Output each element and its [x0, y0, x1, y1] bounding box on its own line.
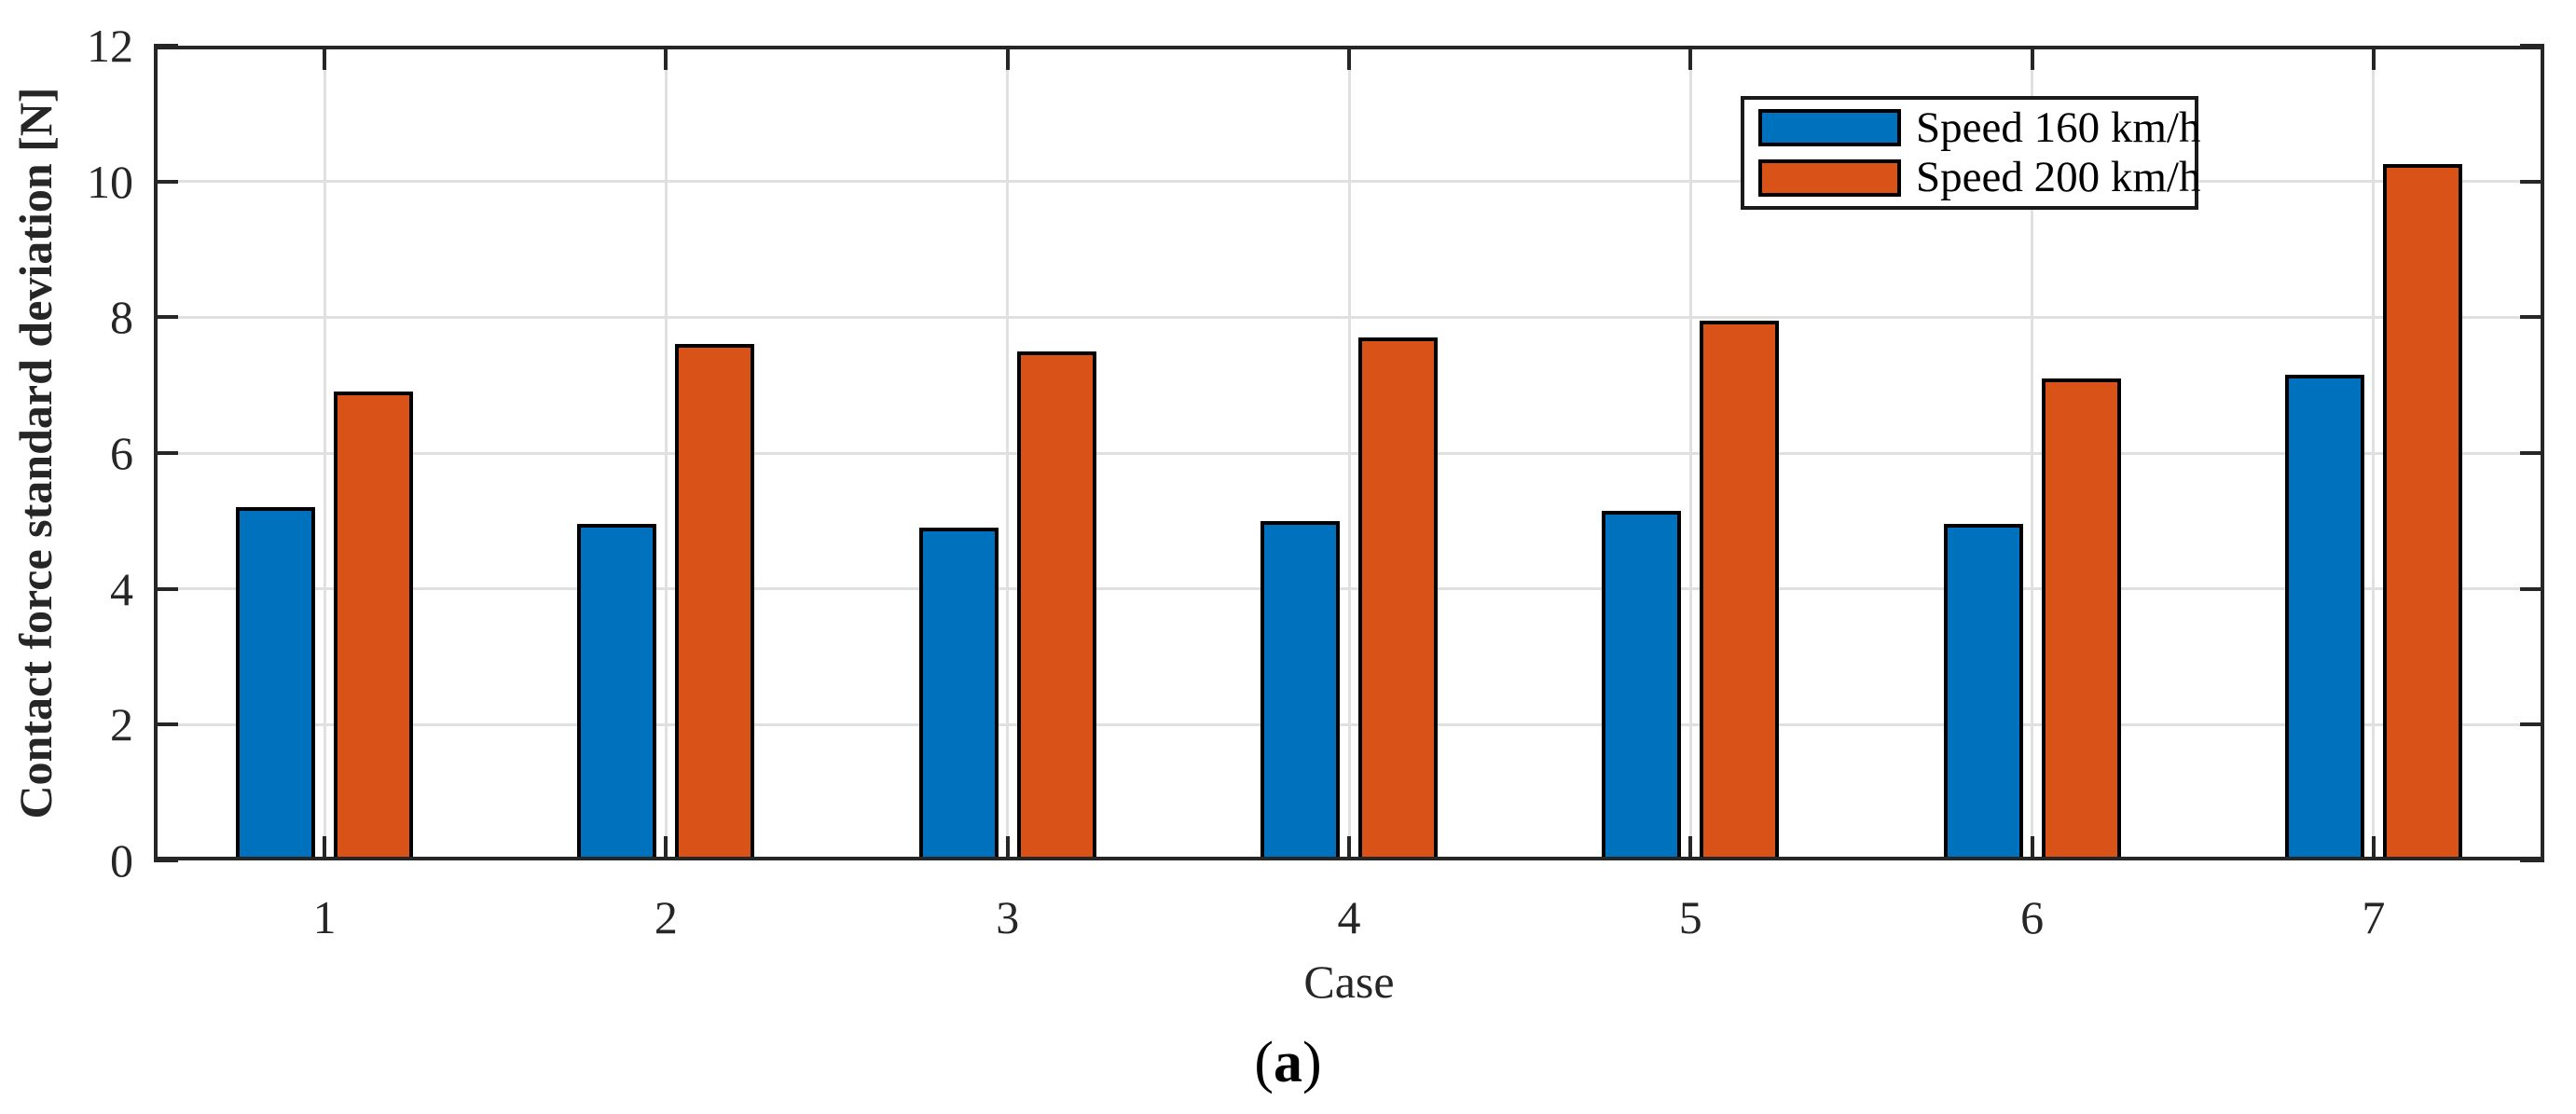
bar-series1-case7 — [2284, 375, 2364, 860]
bar-series1-case3 — [918, 528, 999, 860]
bar-series2-case2 — [675, 344, 755, 860]
y-tick-right — [2520, 451, 2544, 455]
y-tick-left — [154, 315, 178, 320]
x-tick-label: 4 — [1337, 891, 1361, 943]
x-tick-bottom — [664, 836, 668, 860]
x-tick-label: 3 — [996, 891, 1020, 943]
x-tick-top — [1005, 46, 1010, 70]
y-tick-right — [2520, 859, 2544, 862]
bar-series2-case3 — [1016, 351, 1096, 860]
x-tick-bottom — [1688, 836, 1693, 860]
bar-series1-case4 — [1260, 520, 1340, 860]
v-gridline — [1688, 46, 1692, 860]
legend-item: Speed 200 km/h — [1744, 156, 2200, 199]
caption-close-paren: ) — [1302, 1031, 1322, 1094]
y-tick-label: 10 — [87, 155, 133, 208]
y-tick-label: 2 — [110, 698, 133, 751]
y-tick-label: 8 — [110, 291, 133, 344]
legend-label: Speed 160 km/h — [1916, 103, 2201, 152]
y-tick-left — [154, 859, 178, 862]
x-tick-bottom — [1005, 836, 1010, 860]
bar-series2-case6 — [2041, 378, 2121, 860]
y-tick-label: 6 — [110, 427, 133, 479]
legend: Speed 160 km/h Speed 200 km/h — [1741, 96, 2200, 210]
x-tick-bottom — [2030, 836, 2034, 860]
x-tick-bottom — [2371, 836, 2376, 860]
y-tick-right — [2520, 179, 2544, 184]
v-gridline — [1006, 46, 1010, 860]
y-tick-left — [154, 44, 178, 48]
bar-series1-case6 — [1943, 524, 2023, 860]
v-gridline — [1347, 46, 1351, 860]
y-tick-right — [2520, 586, 2544, 591]
x-tick-top — [664, 46, 668, 70]
x-tick-label: 5 — [1678, 891, 1702, 943]
legend-label: Speed 200 km/h — [1916, 153, 2201, 202]
y-tick-label: 4 — [110, 562, 133, 615]
bar-series2-case4 — [1358, 337, 1438, 860]
x-tick-top — [1688, 46, 1693, 70]
legend-swatch — [1758, 109, 1901, 147]
y-tick-left — [154, 179, 178, 184]
bar-series1-case1 — [236, 507, 316, 860]
y-tick-right — [2520, 722, 2544, 727]
x-tick-label: 6 — [2020, 891, 2045, 943]
y-tick-label: 12 — [87, 20, 133, 72]
x-tick-label: 1 — [312, 891, 337, 943]
x-tick-label: 2 — [654, 891, 678, 943]
y-tick-left — [154, 722, 178, 727]
y-tick-right — [2520, 44, 2544, 48]
bar-series2-case7 — [2382, 164, 2462, 860]
y-tick-right — [2520, 315, 2544, 320]
x-tick-top — [2030, 46, 2034, 70]
legend-swatch — [1758, 158, 1901, 197]
x-tick-label: 7 — [2362, 891, 2386, 943]
v-gridline — [664, 46, 668, 860]
bar-series1-case2 — [577, 524, 657, 860]
x-tick-top — [323, 46, 327, 70]
v-gridline — [2031, 46, 2034, 860]
figure-caption: (a) — [0, 1030, 2576, 1096]
caption-letter: a — [1274, 1031, 1302, 1094]
bar-series1-case5 — [1602, 510, 1682, 860]
legend-item: Speed 160 km/h — [1744, 105, 2200, 150]
caption-open-paren: ( — [1254, 1031, 1274, 1094]
bar-series2-case5 — [1700, 320, 1780, 860]
y-tick-left — [154, 586, 178, 591]
y-tick-label: 0 — [110, 834, 133, 887]
x-tick-bottom — [1347, 836, 1351, 860]
v-gridline — [323, 46, 326, 860]
x-tick-bottom — [323, 836, 327, 860]
bar-series2-case1 — [334, 392, 414, 860]
x-tick-top — [2371, 46, 2376, 70]
y-tick-left — [154, 451, 178, 455]
x-tick-top — [1347, 46, 1351, 70]
v-gridline — [2372, 46, 2376, 860]
x-axis-label: Case — [1303, 956, 1395, 1008]
